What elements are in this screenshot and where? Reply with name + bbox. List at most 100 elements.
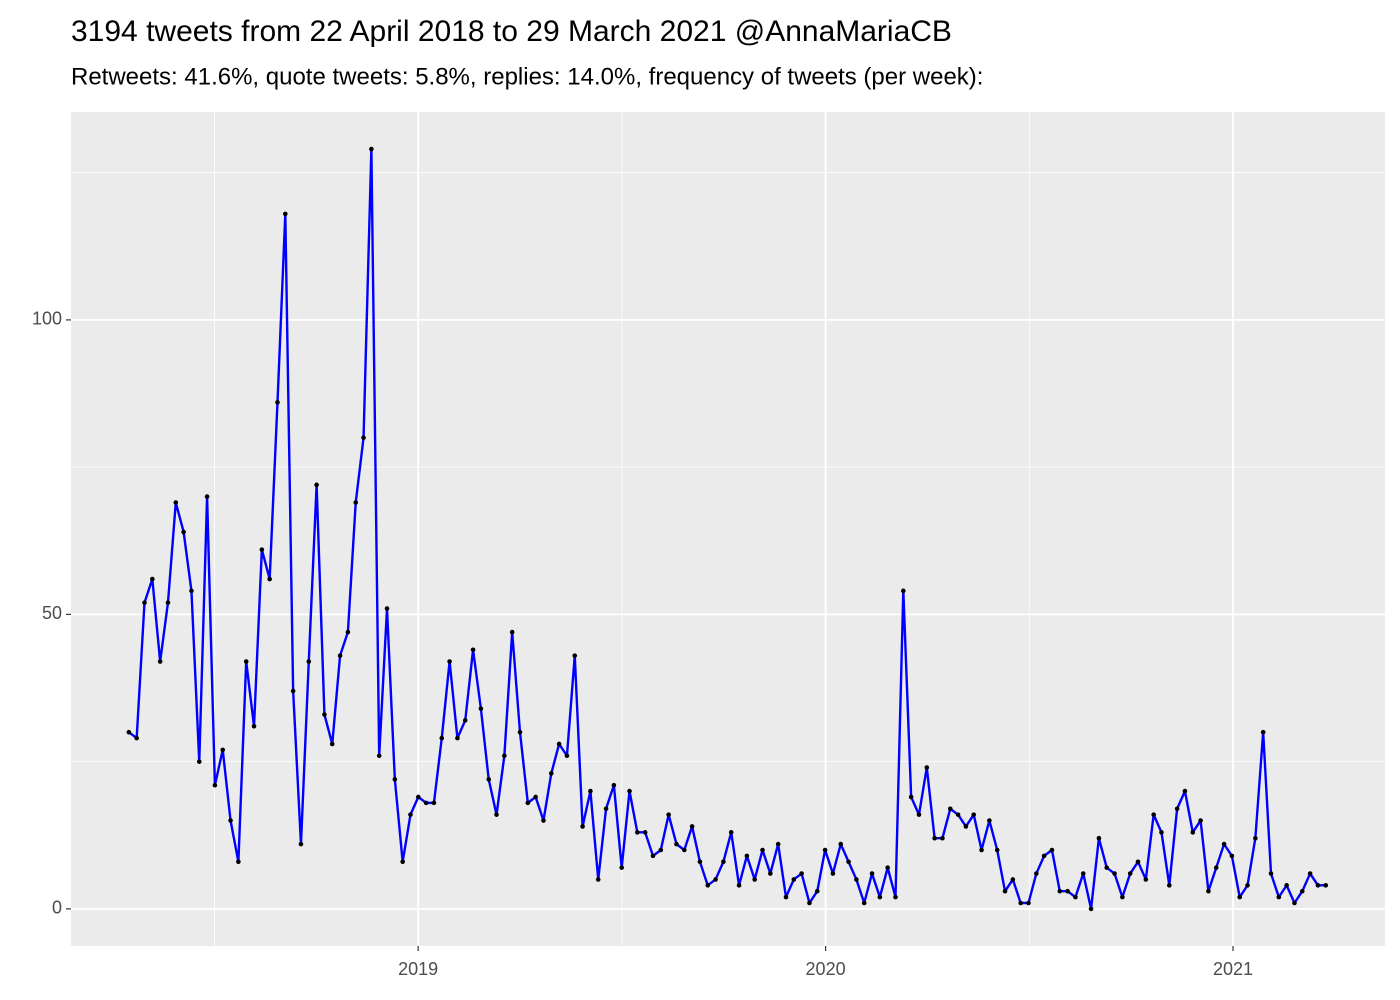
- data-point: [439, 735, 445, 741]
- data-point: [987, 818, 992, 823]
- data-point: [1260, 729, 1266, 735]
- data-point: [298, 841, 304, 847]
- data-point: [674, 841, 679, 847]
- data-point: [595, 877, 601, 882]
- data-point: [486, 777, 492, 782]
- data-point: [275, 400, 280, 405]
- data-point: [783, 894, 789, 900]
- data-point: [1159, 830, 1164, 835]
- data-point: [971, 812, 977, 817]
- y-tick-label: 100: [32, 309, 62, 329]
- data-point: [1127, 871, 1133, 876]
- data-point: [572, 653, 578, 658]
- data-point: [1221, 841, 1227, 847]
- x-tick-label: 2021: [1213, 959, 1253, 979]
- data-point: [611, 782, 617, 788]
- plot-panel: [71, 112, 1385, 946]
- data-point: [861, 900, 867, 906]
- data-point: [400, 859, 405, 865]
- data-point: [713, 877, 718, 882]
- data-point: [1182, 788, 1188, 794]
- data-point: [228, 818, 233, 823]
- data-point: [1057, 888, 1063, 894]
- data-point: [799, 871, 804, 876]
- data-point: [502, 753, 507, 759]
- data-point: [392, 777, 398, 782]
- data-point: [924, 765, 930, 770]
- data-point: [416, 794, 421, 800]
- data-point: [462, 718, 468, 723]
- data-point: [1143, 877, 1149, 882]
- data-point: [259, 547, 265, 552]
- data-point: [196, 759, 202, 764]
- data-point: [126, 729, 132, 735]
- data-point: [345, 629, 351, 635]
- data-point: [658, 847, 664, 853]
- data-point: [1284, 883, 1289, 888]
- data-point: [932, 835, 937, 841]
- data-point: [204, 494, 210, 499]
- data-point: [220, 747, 226, 753]
- data-point: [157, 659, 163, 664]
- data-point: [791, 877, 797, 882]
- data-point: [1080, 871, 1086, 876]
- data-point: [517, 729, 523, 735]
- data-point: [1292, 900, 1297, 906]
- data-point: [838, 841, 844, 847]
- data-point: [893, 894, 898, 900]
- data-point: [1073, 894, 1078, 900]
- data-point: [697, 859, 703, 865]
- data-point: [1268, 871, 1274, 876]
- data-point: [885, 865, 890, 870]
- data-point: [830, 871, 836, 876]
- data-point: [940, 835, 945, 841]
- x-tick-label: 2020: [806, 959, 846, 979]
- data-point: [869, 871, 875, 876]
- data-point: [1120, 894, 1125, 900]
- data-point: [1065, 888, 1070, 894]
- data-point: [1151, 812, 1156, 817]
- data-point: [619, 865, 624, 870]
- data-point: [173, 500, 179, 505]
- data-point: [1034, 871, 1039, 876]
- data-point: [165, 600, 171, 605]
- data-point: [807, 900, 812, 906]
- data-point: [306, 659, 312, 664]
- data-point: [1276, 894, 1282, 900]
- data-point: [1307, 871, 1313, 876]
- data-point: [588, 788, 593, 794]
- y-tick-label: 0: [52, 898, 62, 918]
- data-point: [1167, 883, 1172, 888]
- data-point: [408, 812, 413, 817]
- data-point: [854, 877, 859, 882]
- data-point: [635, 830, 640, 835]
- data-point: [666, 812, 671, 817]
- data-point: [1088, 906, 1094, 912]
- data-point: [369, 146, 374, 152]
- data-point: [236, 859, 241, 865]
- data-point: [760, 847, 765, 853]
- data-point: [361, 435, 366, 441]
- data-point: [822, 847, 828, 853]
- data-point: [728, 830, 734, 835]
- data-point: [337, 653, 343, 658]
- data-point: [423, 800, 429, 806]
- data-point: [580, 824, 585, 829]
- data-point: [470, 647, 476, 653]
- data-point: [243, 659, 249, 664]
- data-point: [134, 735, 139, 741]
- data-point: [541, 818, 546, 823]
- x-tick-label: 2019: [398, 959, 438, 979]
- data-point: [283, 211, 288, 217]
- data-point: [955, 812, 961, 817]
- data-point: [431, 800, 437, 806]
- data-point: [494, 812, 499, 817]
- data-point: [548, 771, 554, 776]
- data-point: [384, 606, 390, 611]
- data-point: [1229, 853, 1235, 859]
- data-point: [752, 877, 757, 882]
- data-point: [212, 782, 218, 788]
- data-point: [509, 629, 515, 635]
- data-point: [1135, 859, 1141, 865]
- data-point: [1213, 865, 1219, 870]
